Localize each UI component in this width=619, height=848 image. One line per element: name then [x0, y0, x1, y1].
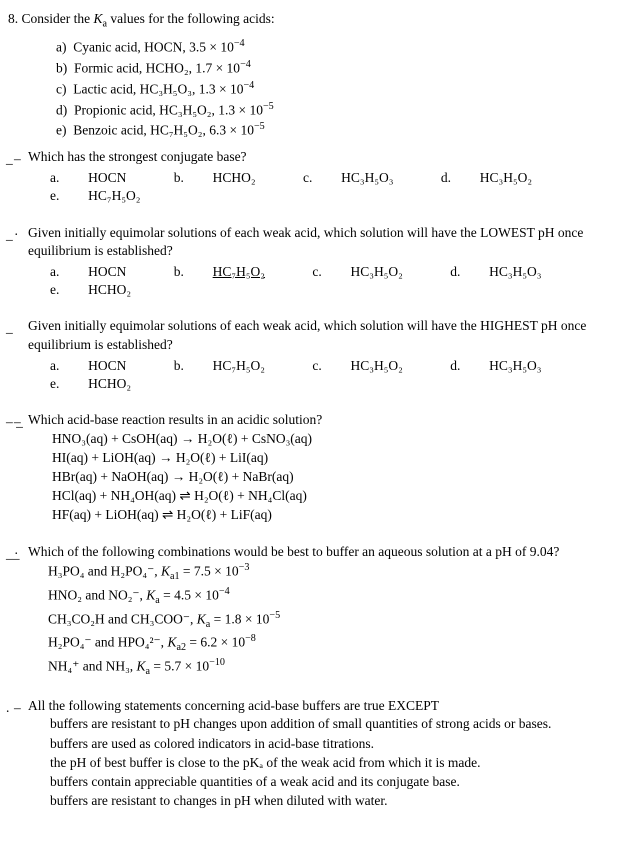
acid-list: a) Cyanic acid, HOCN, 3.5 × 10−4 b) Form… [56, 37, 607, 140]
subquestion-1: _ – Which has the strongest conjugate ba… [28, 148, 607, 206]
list-item: c) Lactic acid, HC₃H₅O₃, 1.3 × 10−4 [56, 79, 607, 99]
list-item: d) Propionic acid, HC₃H₅O₂, 1.3 × 10−5 [56, 100, 607, 120]
subquestion-text: Which has the strongest conjugate base? [28, 149, 247, 164]
reaction-row: HI(aq) + LiOH(aq) → H₂O(ℓ) + LiI(aq) [52, 449, 607, 467]
reaction-row: HNO₃(aq) + CsOH(aq) → H₂O(ℓ) + CsNO₃(aq) [52, 430, 607, 448]
buffer-row: HNO₂ and NO₂⁻, Ka = 4.5 × 10−4 [48, 585, 607, 608]
reaction-row: HCl(aq) + NH₄OH(aq) ⇌ H₂O(ℓ) + NH₄Cl(aq) [52, 487, 607, 505]
subquestion-3: _ Given initially equimolar solutions of… [28, 317, 607, 393]
subquestion-6: . – All the following statements concern… [28, 697, 607, 810]
question-intro: 8. Consider the Ka values for the follow… [8, 10, 607, 31]
subquestion-4: – _ – Which acid-base reaction results i… [28, 411, 607, 524]
options: a. HOCN b. HC₇H₅O₂ c. HC₃H₅O₂ d. HC₃H₅O₃… [50, 357, 607, 393]
buffer-row: H₂PO₄⁻ and HPO₄²⁻, Ka2 = 6.2 × 10−8 [48, 632, 607, 655]
option-a: a. HOCN [50, 357, 148, 375]
blank-mark: _ [6, 319, 28, 337]
subquestion-text: Which of the following combinations woul… [28, 544, 559, 559]
intro-text-1: Consider the [22, 11, 94, 26]
subquestion-2: _ · Given initially equimolar solutions … [28, 224, 607, 300]
statement-row: buffers are used as colored indicators i… [50, 735, 607, 753]
option-b: b. HC₇H₅O₂ [174, 263, 287, 281]
reaction-row: HF(aq) + LiOH(aq) ⇌ H₂O(ℓ) + LiF(aq) [52, 506, 607, 524]
buffer-row: H₃PO₄ and H₂PO₄⁻, Ka1 = 7.5 × 10−3 [48, 561, 607, 584]
list-item: a) Cyanic acid, HOCN, 3.5 × 10−4 [56, 37, 607, 57]
buffer-list: H₃PO₄ and H₂PO₄⁻, Ka1 = 7.5 × 10−3 HNO₂ … [48, 561, 607, 679]
option-b: b. HCHO₂ [174, 169, 278, 187]
blank-mark: – [14, 150, 28, 168]
list-item: b) Formic acid, HCHO₂, 1.7 × 10−4 [56, 58, 607, 78]
blank-mark: – [14, 413, 28, 431]
statements: buffers are resistant to pH changes upon… [50, 715, 607, 810]
statement-row: buffers are resistant to changes in pH w… [50, 792, 607, 810]
reaction-list: HNO₃(aq) + CsOH(aq) → H₂O(ℓ) + CsNO₃(aq)… [52, 430, 607, 525]
subquestion-5: __ · Which of the following combinations… [28, 543, 607, 679]
subquestion-text: Given initially equimolar solutions of e… [28, 225, 583, 258]
option-c: c. HC₃H₅O₃ [303, 169, 416, 187]
statement-row: the pH of best buffer is close to the pK… [50, 754, 607, 772]
buffer-row: NH₄⁺ and NH₃, Ka = 5.7 × 10−10 [48, 656, 607, 679]
option-c: c. HC₃H₅O₂ [312, 263, 425, 281]
option-d: d. HC₃H₅O₃ [450, 263, 563, 281]
options: a. HOCN b. HCHO₂ c. HC₃H₅O₃ d. HC₃H₅O₂ e… [50, 169, 607, 205]
option-a: a. HOCN [50, 263, 148, 281]
options: a. HOCN b. HC₇H₅O₂ c. HC₃H₅O₂ d. HC₃H₅O₃… [50, 263, 607, 299]
blank-mark: · [14, 226, 28, 244]
subquestion-text: All the following statements concerning … [28, 698, 439, 713]
statement-row: buffers contain appreciable quantities o… [50, 773, 607, 791]
option-d: d. HC₃H₅O₃ [450, 357, 563, 375]
option-e: e. HCHO₂ [50, 281, 153, 299]
subquestion-text: Given initially equimolar solutions of e… [28, 318, 586, 351]
intro-text-2: values for the following acids: [107, 11, 275, 26]
reaction-row: HBr(aq) + NaOH(aq) → H₂O(ℓ) + NaBr(aq) [52, 468, 607, 486]
subquestion-text: Which acid-base reaction results in an a… [28, 412, 322, 427]
option-e: e. HCHO₂ [50, 375, 153, 393]
intro-Ka-K: K [94, 11, 103, 26]
buffer-row: CH₃CO₂H and CH₃COO⁻, Ka = 1.8 × 10−5 [48, 609, 607, 632]
list-item: e) Benzoic acid, HC₇H₅O₂, 6.3 × 10−5 [56, 120, 607, 140]
option-c: c. HC₃H₅O₂ [312, 357, 425, 375]
question-number: 8. [8, 10, 18, 28]
option-d: d. HC₃H₅O₂ [441, 169, 554, 187]
option-a: a. HOCN [50, 169, 148, 187]
statement-row: buffers are resistant to pH changes upon… [50, 715, 607, 733]
option-b: b. HC₇H₅O₂ [174, 357, 287, 375]
blank-mark: · [14, 545, 28, 563]
option-e: e. HC₇H₅O₂ [50, 187, 163, 205]
